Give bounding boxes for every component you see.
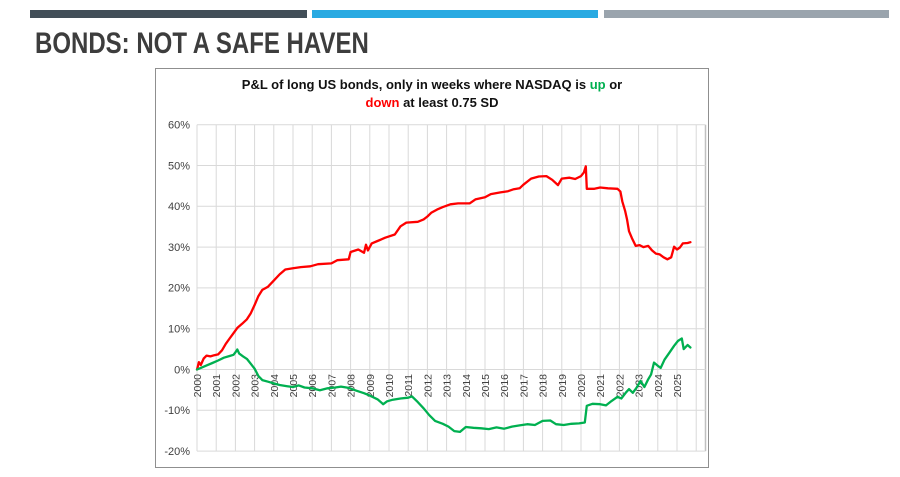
x-axis-tick-label: 2020 (576, 374, 588, 398)
x-axis-tick-label: 2008 (346, 374, 358, 398)
chart-title: P&L of long US bonds, only in weeks wher… (156, 76, 708, 112)
x-axis-tick-label: 2017 (518, 374, 530, 398)
series-line-green (195, 337, 692, 434)
accent-bar-gray (604, 10, 889, 18)
chart-title-down-word: down (365, 95, 400, 110)
y-axis-tick-label: -20% (164, 446, 190, 458)
x-axis-tick-label: 2002 (230, 374, 242, 398)
y-axis-tick-label: 30% (168, 242, 190, 254)
x-axis-tick-label: 2021 (595, 374, 607, 398)
accent-bar-blue (312, 10, 598, 18)
x-axis-tick-label: 2001 (211, 374, 223, 398)
chart-title-line1: P&L of long US bonds, only in weeks wher… (156, 76, 708, 94)
x-axis-tick-label: 2022 (614, 374, 626, 398)
x-axis-tick-label: 2023 (634, 374, 646, 398)
chart-container: P&L of long US bonds, only in weeks wher… (155, 68, 709, 468)
x-axis-tick-label: 2016 (499, 374, 511, 398)
x-axis-tick-label: 2011 (403, 374, 415, 397)
x-axis-tick-label: 2004 (269, 374, 281, 398)
y-axis-tick-label: -10% (164, 405, 190, 417)
line-chart: -20% -10% 0% 10% 20% 30% 40% 50% 60% 2000 2001 2002… (164, 120, 707, 458)
x-axis-tick-label: 2009 (365, 374, 377, 398)
x-axis-tick-label: 2000 (192, 374, 204, 398)
series-line-red (195, 165, 692, 371)
x-axis-tick-label: 2006 (307, 374, 319, 398)
chart-title-line2: down at least 0.75 SD (156, 94, 708, 112)
y-axis-tick-label: 40% (168, 201, 190, 213)
chart-title-suffix: at least 0.75 SD (399, 95, 499, 110)
chart-title-prefix: P&L of long US bonds, only in weeks wher… (241, 77, 590, 92)
x-axis-tick-label: 2014 (461, 374, 473, 398)
x-axis-tick-label: 2013 (442, 374, 454, 398)
y-axis-tick-label: 50% (168, 160, 190, 172)
x-axis-tick-label: 2015 (480, 374, 492, 398)
y-axis-tick-label: 0% (174, 364, 190, 376)
x-axis-tick-label: 2024 (653, 374, 665, 398)
slide-title: BONDS: NOT A SAFE HAVEN (35, 27, 369, 60)
y-axis-tick-label: 20% (168, 283, 190, 295)
x-axis-tick-label: 2003 (250, 374, 262, 398)
y-axis-tick-label: 60% (168, 120, 190, 132)
x-axis-tick-label: 2007 (326, 374, 338, 398)
x-axis-tick-label: 2018 (538, 374, 550, 398)
x-axis-tick-label: 2012 (422, 374, 434, 398)
x-axis-tick-label: 2019 (557, 374, 569, 398)
chart-title-middle: or (605, 77, 623, 92)
y-axis-tick-label: 10% (168, 324, 190, 336)
x-axis-tick-label: 2010 (384, 374, 396, 398)
chart-title-up-word: up (589, 77, 606, 92)
accent-bar-dark (30, 10, 307, 18)
x-axis-tick-label: 2025 (672, 374, 684, 398)
